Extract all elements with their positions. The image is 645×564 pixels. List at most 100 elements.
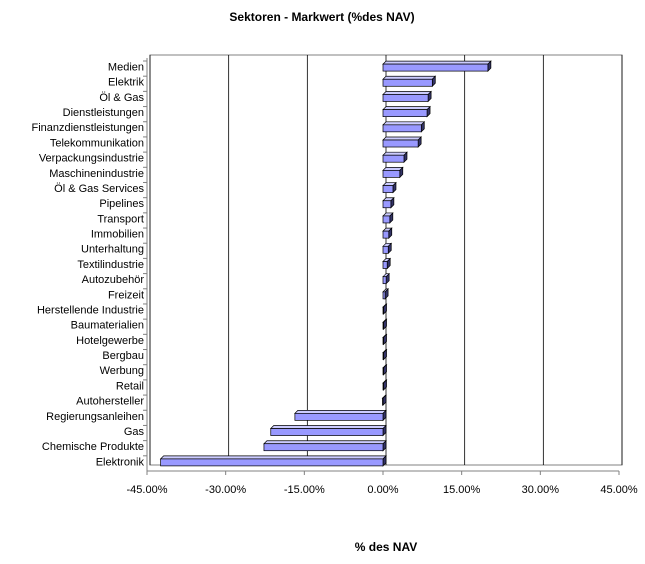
bar-face — [270, 428, 384, 436]
y-tick-label: Baumaterialien — [71, 320, 144, 332]
bar — [381, 394, 387, 407]
bar-face — [382, 306, 384, 315]
y-tick-label: Textilindustrie — [77, 259, 144, 271]
y-tick-label: Unterhaltung — [81, 244, 144, 256]
y-tick-label: Medien — [108, 61, 144, 73]
bar-face — [263, 443, 384, 452]
chart-title: Sektoren - Markwert (%des NAV) — [229, 10, 414, 24]
y-tick-label: Herstellende Industrie — [37, 304, 144, 316]
y-tick-label: Telekommunikation — [50, 137, 144, 149]
y-tick-label: Elektrik — [108, 77, 145, 89]
y-tick-label: Maschinenindustrie — [49, 168, 144, 180]
bar-face — [382, 352, 384, 360]
bar-top — [294, 410, 387, 414]
bar-top — [382, 91, 432, 95]
bar-face — [382, 397, 384, 406]
y-tick-label: Regierungsanleihen — [46, 411, 144, 423]
bar — [382, 257, 392, 270]
bar — [382, 379, 388, 391]
bar-face — [382, 185, 394, 193]
bar-face — [382, 261, 388, 269]
bar-face — [382, 170, 401, 178]
y-tick-label: Autohersteller — [76, 396, 144, 408]
bar-face — [382, 200, 392, 209]
bar-face — [382, 139, 419, 148]
bar-top — [269, 425, 387, 429]
bar — [159, 455, 387, 467]
bar — [382, 318, 388, 331]
bar — [382, 212, 394, 224]
bar-top — [382, 106, 431, 110]
y-tick-label: Autozubehör — [82, 274, 145, 286]
bar — [382, 120, 426, 133]
bar-face — [382, 94, 429, 102]
x-axis-title: % des NAV — [355, 540, 417, 554]
bar-face — [382, 230, 390, 239]
bar-face — [382, 321, 384, 330]
y-tick-label: Öl & Gas — [99, 92, 144, 104]
bar-face — [160, 458, 384, 467]
bar-top — [263, 440, 387, 445]
bar-face — [382, 154, 405, 163]
bar — [382, 90, 432, 103]
bar — [382, 303, 388, 315]
y-tick-label: Öl & Gas Services — [54, 183, 144, 195]
bar-top — [382, 60, 492, 65]
bar — [382, 333, 388, 346]
x-tick-label: -15.00% — [284, 484, 325, 496]
x-tick-label: 30.00% — [522, 484, 560, 496]
bar — [382, 242, 393, 255]
bar — [382, 166, 404, 179]
bar-face — [294, 413, 384, 421]
bar-face — [382, 78, 433, 87]
bar-top — [382, 121, 426, 126]
bar-top — [382, 136, 422, 141]
y-tick-label: Hotelgewerbe — [76, 335, 144, 347]
bar — [382, 348, 388, 361]
y-tick-label: Freizeit — [108, 289, 144, 301]
bar-top — [382, 75, 437, 80]
x-tick-label: -30.00% — [205, 484, 246, 496]
bar — [269, 424, 387, 437]
bar-face — [382, 382, 384, 391]
bar — [382, 196, 395, 209]
bar — [382, 363, 388, 376]
bar — [382, 272, 390, 285]
x-tick-label: 45.00% — [600, 484, 638, 496]
bar — [382, 181, 397, 194]
bar-top — [159, 455, 387, 460]
bar — [382, 60, 492, 72]
bar-face — [382, 276, 387, 285]
y-tick-label: Transport — [97, 213, 144, 225]
y-tick-label: Gas — [124, 426, 145, 438]
x-tick-label: 15.00% — [443, 484, 481, 496]
x-tick-label: -45.00% — [127, 484, 168, 496]
bar — [263, 439, 387, 452]
y-tick-label: Werbung — [100, 365, 144, 377]
x-tick-label: 0.00% — [367, 484, 398, 496]
y-tick-label: Chemische Produkte — [42, 441, 144, 453]
y-tick-label: Finanzdienstleistungen — [31, 122, 144, 134]
bar-face — [382, 109, 428, 117]
bar — [382, 75, 437, 88]
bar — [382, 105, 431, 118]
bar-top — [382, 151, 408, 156]
bar — [382, 288, 389, 300]
bar — [382, 151, 408, 164]
bar-face — [382, 367, 384, 376]
bar-face — [382, 63, 489, 72]
y-tick-label: Retail — [116, 380, 144, 392]
bar — [382, 136, 422, 148]
bar — [294, 409, 387, 422]
bar-face — [382, 245, 389, 254]
bar-face — [382, 291, 386, 300]
y-tick-label: Bergbau — [102, 350, 144, 362]
y-tick-label: Dienstleistungen — [63, 107, 144, 119]
y-tick-label: Immobilien — [91, 229, 144, 241]
bar-face — [382, 215, 391, 224]
y-tick-label: Elektronik — [96, 456, 145, 468]
y-tick-label: Pipelines — [99, 198, 144, 210]
bar-face — [382, 337, 384, 345]
bar-face — [382, 124, 422, 133]
